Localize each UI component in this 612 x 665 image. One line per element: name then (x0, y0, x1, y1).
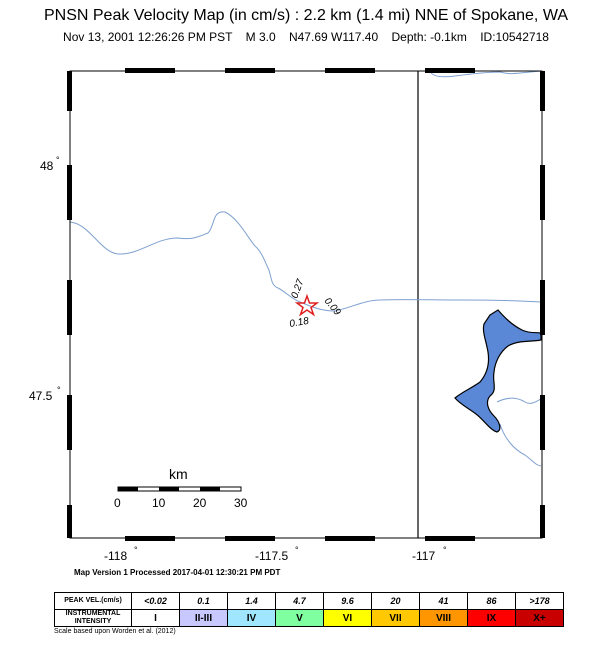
map-title: PNSN Peak Velocity Map (in cm/s) : 2.2 k… (43, 7, 568, 24)
river-east (496, 397, 542, 404)
intensity-value: VIII (419, 609, 468, 627)
event-id: ID:10542718 (480, 30, 549, 44)
velocity-value: 0.1 (179, 592, 228, 610)
intensity-header: INSTRUMENTAL INTENSITY (54, 609, 132, 627)
lon-label-117: -117 (412, 549, 435, 563)
degree-mark: ° (134, 545, 138, 555)
scale-note: Scale based upon Worden et al. (2012) (54, 628, 176, 635)
velocity-value: <0.02 (131, 592, 180, 610)
degree-mark: ° (295, 545, 299, 555)
velocity-value: 4.7 (275, 592, 324, 610)
intensity-row: INSTRUMENTAL INTENSITY I II-III IV V VI V… (54, 609, 564, 627)
station-value: 0.18 (289, 316, 311, 330)
intensity-value: I (131, 609, 180, 627)
velocity-value: 9.6 (323, 592, 372, 610)
event-location: N47.69 W117.40 (288, 30, 379, 44)
epicenter-star[interactable] (294, 293, 320, 317)
velocity-header: PEAK VEL.(cm/s) (54, 592, 132, 610)
river-north (429, 70, 542, 78)
map-version: Map Version 1 Processed 2017-04-01 12:30… (74, 568, 281, 577)
spokane-river (69, 211, 542, 312)
velocity-value: 86 (467, 592, 516, 610)
velocity-value: 41 (419, 592, 468, 610)
velocity-value: 1.4 (227, 592, 276, 610)
scale-bar: km 0 10 20 30 (114, 466, 248, 510)
event-date: Nov 13, 2001 12:26:26 PM PST (63, 30, 233, 44)
intensity-value: VII (371, 609, 420, 627)
intensity-value: II-III (179, 609, 228, 627)
intensity-legend: PEAK VEL.(cm/s) <0.02 0.1 1.4 4.7 9.6 20… (54, 592, 564, 627)
velocity-value: 20 (371, 592, 420, 610)
scale-unit-label: km (169, 466, 188, 482)
velocity-value: >178 (515, 592, 564, 610)
lon-label-118: -118 (104, 549, 127, 563)
intensity-value: V (275, 609, 324, 627)
intensity-value: IV (227, 609, 276, 627)
scale-tick-label: 0 (114, 496, 121, 510)
scale-tick-label: 30 (234, 496, 248, 510)
frame-ticks (67, 68, 545, 541)
scale-tick-label: 10 (152, 496, 166, 510)
degree-mark: ° (56, 155, 60, 165)
lon-label-117-5: -117.5 (255, 549, 288, 563)
velocity-row: PEAK VEL.(cm/s) <0.02 0.1 1.4 4.7 9.6 20… (54, 592, 564, 610)
event-depth: Depth: -0.1km (391, 30, 467, 44)
lat-label-47-5: 47.5 (29, 389, 53, 403)
event-magnitude: M 3.0 (245, 30, 276, 44)
river-southeast (499, 423, 542, 467)
intensity-value: VI (323, 609, 372, 627)
event-info: Nov 13, 2001 12:26:26 PM PST M 3.0 N47.6… (0, 29, 612, 45)
lat-label-48: 48 (40, 159, 54, 173)
degree-mark: ° (57, 385, 61, 395)
scale-tick-label: 20 (193, 496, 207, 510)
intensity-value: X+ (515, 609, 564, 627)
degree-mark: ° (443, 545, 447, 555)
intensity-value: IX (467, 609, 516, 627)
